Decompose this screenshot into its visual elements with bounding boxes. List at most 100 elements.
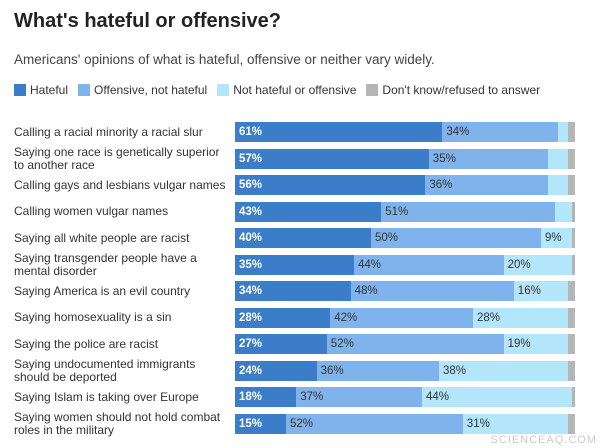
bar-segment: 31% <box>462 413 569 434</box>
category-label: Saying America is an evil country <box>14 283 191 298</box>
value-label: 9% <box>545 232 562 244</box>
bar-segment <box>568 281 575 301</box>
bar-segment <box>571 228 575 248</box>
bar-segment: 34% <box>442 122 558 142</box>
value-label: 28% <box>477 311 501 324</box>
category-label: Saying homosexuality is a sin <box>14 310 172 325</box>
bar-segment: 15% <box>235 413 286 434</box>
legend-label: Don't know/refused to answer <box>382 83 541 97</box>
bar-segment: 9% <box>541 228 572 248</box>
bar-segment: 34% <box>235 281 351 301</box>
value-label: 35% <box>239 258 263 271</box>
category-label: Saying women should not hold combat role… <box>14 410 221 437</box>
value-label: 15% <box>239 417 263 430</box>
category-label: Calling a racial minority a racial slur <box>14 124 203 139</box>
legend-swatch <box>217 84 230 96</box>
value-label: 52% <box>330 338 354 350</box>
value-label: 35% <box>432 152 456 165</box>
category-label: Saying transgender people have a mental … <box>14 251 197 278</box>
bar-segment <box>568 334 575 354</box>
watermark: SCIENCEAQ.COM <box>490 434 597 446</box>
value-label: 36% <box>429 179 453 191</box>
bar-segment: 35% <box>235 254 354 275</box>
bar-segment: 44% <box>422 387 572 407</box>
value-label: 16% <box>517 285 541 297</box>
bar-segment: 28% <box>473 307 569 328</box>
bar-segment: 20% <box>503 254 572 275</box>
bar-segment: 27% <box>235 334 327 354</box>
value-label: 40% <box>239 232 263 244</box>
bar-segment <box>571 254 575 275</box>
legend-swatch <box>366 84 379 96</box>
bar-segment: 18% <box>235 387 297 407</box>
bar-segment <box>547 148 569 169</box>
legend-item: Don't know/refused to answer <box>366 83 540 97</box>
value-label: 18% <box>239 391 263 403</box>
category-label: Saying the police are racist <box>14 336 159 351</box>
legend-item: Offensive, not hateful <box>78 83 207 97</box>
bar-segment: 37% <box>296 387 422 407</box>
legend-item: Not hateful or offensive <box>217 83 356 97</box>
bar-segment: 52% <box>326 334 504 354</box>
bar-segment <box>568 413 575 434</box>
value-label: 48% <box>354 285 378 297</box>
chart-subtitle: Americans' opinions of what is hateful, … <box>14 52 435 67</box>
bar-segment: 35% <box>428 148 548 169</box>
value-label: 31% <box>466 417 490 430</box>
value-label: 57% <box>239 152 263 165</box>
bar-segment <box>554 201 572 222</box>
bar-segment <box>571 387 575 407</box>
bar-segment <box>568 148 575 169</box>
value-label: 28% <box>239 311 263 324</box>
category-label: Calling women vulgar names <box>14 204 169 219</box>
bar-segment: 61% <box>235 122 443 142</box>
value-label: 19% <box>507 338 531 350</box>
bar-segment: 24% <box>235 360 317 381</box>
bar-segment <box>568 122 575 142</box>
bar-segment: 28% <box>235 307 331 328</box>
bar-segment <box>568 307 575 328</box>
category-label: Saying one race is genetically superior … <box>14 145 220 172</box>
value-label: 42% <box>334 311 358 324</box>
bar-segment: 44% <box>354 254 504 275</box>
bar-segment <box>547 175 569 195</box>
bar-segment <box>558 122 569 142</box>
bar-segment: 36% <box>425 175 548 195</box>
legend-swatch <box>14 84 26 96</box>
value-label: 43% <box>239 205 263 218</box>
bar-segment: 48% <box>350 281 514 301</box>
bar-segment: 38% <box>439 360 569 381</box>
category-label: Saying Islam is taking over Europe <box>14 389 199 404</box>
legend: Hateful Offensive, not hateful Not hateful… <box>14 83 550 97</box>
value-label: 51% <box>385 205 409 218</box>
legend-label: Not hateful or offensive <box>233 83 357 97</box>
value-label: 34% <box>446 126 470 138</box>
bar-segment: 16% <box>513 281 569 301</box>
bar-segment: 43% <box>235 201 382 222</box>
value-label: 52% <box>290 417 314 430</box>
value-label: 61% <box>239 126 263 138</box>
bar-segment: 36% <box>316 360 439 381</box>
bar-segment: 56% <box>235 175 426 195</box>
value-label: 34% <box>239 285 263 297</box>
value-label: 50% <box>375 232 399 244</box>
legend-swatch <box>78 84 91 96</box>
bar-segment: 51% <box>381 201 555 222</box>
value-label: 24% <box>239 364 263 377</box>
legend-label: Offensive, not hateful <box>94 83 208 97</box>
legend-item: Hateful <box>14 83 68 97</box>
value-label: 44% <box>358 258 382 271</box>
bar-segment <box>568 360 575 381</box>
value-label: 37% <box>300 391 324 403</box>
value-label: 27% <box>239 338 263 350</box>
category-label: Calling gays and lesbians vulgar names <box>14 177 226 192</box>
chart-title: What's hateful or offensive? <box>14 10 282 32</box>
value-label: 38% <box>443 364 467 377</box>
bar-segment: 42% <box>330 307 473 328</box>
bar-segment <box>568 175 575 195</box>
bar-segment: 57% <box>235 148 429 169</box>
category-label: Saying undocumented immigrants should be… <box>14 357 196 384</box>
category-label: Saying all white people are racist <box>14 230 190 245</box>
legend-label: Hateful <box>30 83 69 97</box>
